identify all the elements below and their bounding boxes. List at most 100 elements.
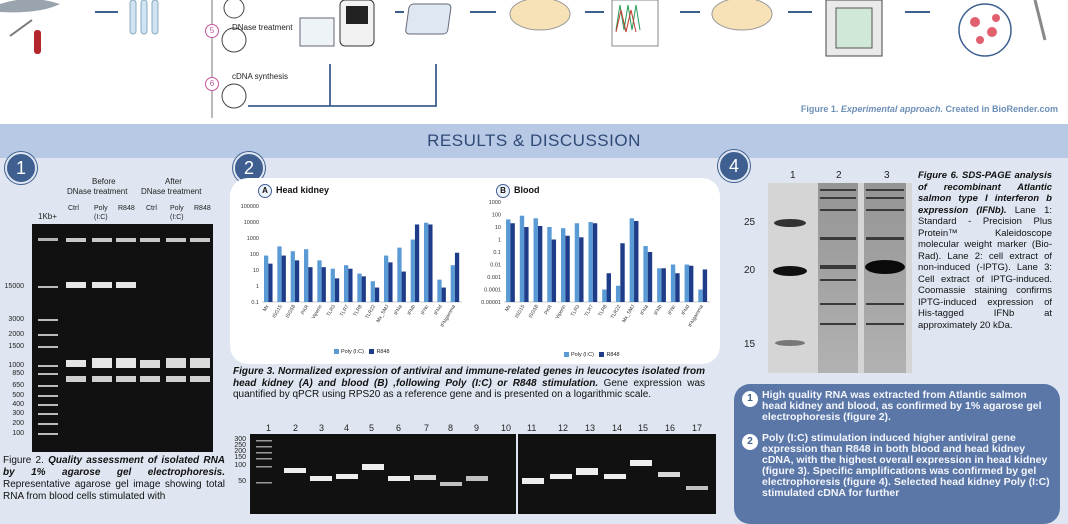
y-tick-label: 0.01 bbox=[490, 263, 501, 269]
bar-r848 bbox=[388, 262, 393, 302]
bar-r848 bbox=[579, 237, 584, 302]
bar-poly bbox=[290, 251, 295, 302]
fig2-lane-label: R848 bbox=[194, 205, 211, 212]
bar-poly bbox=[384, 255, 389, 302]
rna-gel-bands bbox=[38, 238, 210, 435]
figure3-caption-rest: Gene expression was quantified by qPCR u… bbox=[233, 377, 705, 401]
bar-r848 bbox=[308, 267, 313, 302]
y-tick-label: 0.1 bbox=[493, 250, 501, 256]
ladder-rung bbox=[38, 433, 58, 435]
bar-r848 bbox=[510, 223, 515, 302]
figure2-caption-rest: Representative agarose gel image showing… bbox=[3, 479, 225, 502]
figure3-panel: A Head kidney B Blood 100000 10000 1000 100 10… bbox=[230, 178, 720, 364]
finding-1-number: 1 bbox=[742, 391, 758, 407]
x-tick-label: Mx bbox=[262, 304, 271, 313]
ladder-rung bbox=[38, 395, 58, 397]
x-tick-label: ISG15 bbox=[514, 304, 526, 319]
ladder-rung bbox=[38, 334, 58, 336]
y-tick-label: 10000 bbox=[244, 220, 259, 226]
fig4-ladder-mark: 100 bbox=[234, 462, 246, 469]
pcr-gel-right bbox=[518, 434, 716, 514]
sds-page-gel bbox=[768, 183, 912, 373]
y-tick-label: 1 bbox=[498, 238, 501, 244]
y-tick-label: 0.0001 bbox=[484, 288, 501, 294]
bar-r848 bbox=[414, 224, 420, 302]
x-tick-label: TLR22 bbox=[364, 304, 377, 320]
bar-r848 bbox=[268, 263, 273, 302]
x-tick-label: PKR bbox=[300, 304, 311, 316]
x-tick-label: Mx_SMJ bbox=[375, 304, 390, 324]
x-tick-label: PKR bbox=[543, 304, 554, 316]
fig2-ladder-mark: 15000 bbox=[4, 283, 24, 290]
chart-b-legend: Poly (I:C) R848 bbox=[560, 352, 620, 358]
legend-r848-b: R848 bbox=[606, 352, 620, 358]
bar-poly bbox=[397, 247, 402, 302]
legend-poly-a: Poly (I:C) bbox=[341, 349, 364, 355]
bar-poly bbox=[357, 273, 362, 302]
fig2-lane-sublabel: (I:C) bbox=[170, 214, 184, 221]
bar-r848 bbox=[454, 252, 460, 302]
experimental-approach-strip: 5 DNase treatment 6 cDNA synthesis Figur… bbox=[0, 0, 1068, 124]
sds-page-bands bbox=[773, 183, 906, 373]
finding-2-number: 2 bbox=[742, 434, 758, 450]
head-kidney-chart: 100000 10000 1000 100 10 1 0.1Mx ISG15 ISG58 PKR V… bbox=[241, 204, 462, 328]
bar-r848 bbox=[334, 278, 340, 302]
fig4-ladder-mark: 250 bbox=[234, 442, 246, 449]
x-tick-label: IFNc bbox=[420, 304, 431, 317]
x-tick-label: IFNb bbox=[653, 304, 664, 317]
fig4-lane-number: 8 bbox=[448, 423, 454, 433]
bar-r848 bbox=[620, 243, 625, 302]
ladder-rung bbox=[38, 286, 58, 288]
figure2-caption-prefix: Figure 2. bbox=[3, 455, 44, 466]
bar-poly bbox=[588, 222, 593, 302]
fig4-lane-number: 3 bbox=[319, 423, 325, 433]
bar-poly bbox=[344, 265, 349, 302]
bar-poly bbox=[370, 281, 375, 302]
fig4-lane-number: 6 bbox=[396, 423, 402, 433]
panel-a-header: A Head kidney bbox=[258, 184, 329, 198]
y-tick-label: 0.1 bbox=[251, 300, 259, 306]
bar-poly bbox=[330, 268, 335, 302]
step-5-marker: 5 bbox=[205, 24, 219, 38]
bar-r848 bbox=[281, 255, 286, 302]
bar-r848 bbox=[634, 221, 639, 302]
x-tick-label: TLR22 bbox=[610, 304, 623, 320]
ladder-rung bbox=[38, 373, 58, 375]
fig4-lane-number: 14 bbox=[612, 423, 623, 433]
fig2-ladder-mark: 200 bbox=[12, 420, 24, 427]
x-tick-label: TLR7 bbox=[584, 304, 595, 318]
figure6-caption-italic: SDS-PAGE analysis of recombinant Atlanti… bbox=[918, 170, 1053, 216]
fig2-group-after: After bbox=[165, 177, 182, 186]
fig6-mw-mark: 15 bbox=[744, 339, 756, 350]
bar-r848 bbox=[565, 235, 570, 302]
y-tick-label: 1 bbox=[256, 284, 259, 290]
rna-agarose-gel bbox=[32, 224, 213, 452]
bar-poly bbox=[410, 239, 415, 302]
figure1-caption-italic: Experimental approach. bbox=[840, 104, 943, 114]
bar-r848 bbox=[606, 273, 611, 302]
fig2-ladder-mark: 3000 bbox=[8, 316, 24, 323]
bar-poly bbox=[506, 219, 511, 302]
fig2-lane-sublabel: (I:C) bbox=[94, 214, 108, 221]
y-tick-label: 100000 bbox=[241, 204, 259, 210]
result-badge-4: 4 bbox=[718, 150, 750, 182]
bar-poly bbox=[698, 289, 703, 302]
x-tick-label: IFNd bbox=[681, 304, 692, 317]
fig2-group-before: Before bbox=[92, 177, 116, 186]
bar-r848 bbox=[537, 226, 543, 302]
bar-r848 bbox=[374, 287, 380, 302]
result-badge-1: 1 bbox=[5, 152, 37, 184]
x-tick-label: IFNa bbox=[393, 304, 404, 317]
x-tick-label: IFNa bbox=[639, 304, 650, 317]
bar-r848 bbox=[551, 239, 557, 302]
bar-r848 bbox=[675, 273, 680, 302]
y-tick-label: 1000 bbox=[247, 236, 259, 242]
bar-r848 bbox=[428, 224, 433, 302]
bar-r848 bbox=[361, 276, 366, 302]
dnase-treatment-label: DNase treatment bbox=[232, 23, 293, 32]
bar-poly bbox=[533, 218, 538, 302]
bar-poly bbox=[657, 268, 662, 302]
x-tick-label: ISG58 bbox=[285, 304, 297, 319]
step-6-marker: 6 bbox=[205, 77, 219, 91]
